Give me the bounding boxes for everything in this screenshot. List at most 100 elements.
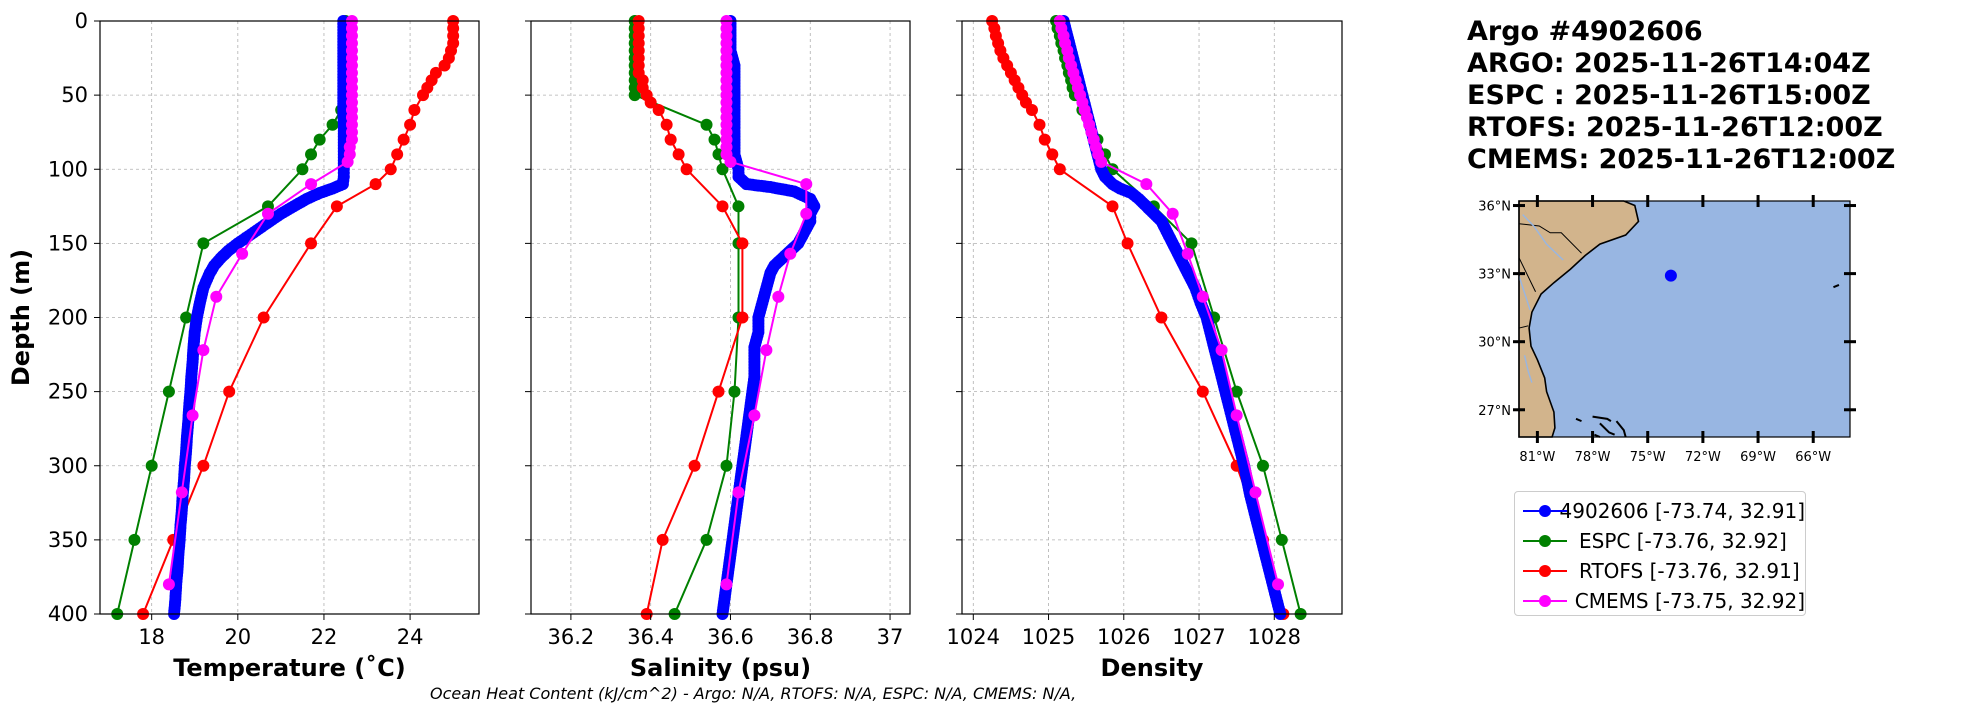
legend-label: RTOFS [-73.76, 32.91] (1579, 559, 1800, 583)
salinity-panel: 36.2 36.4 36.6 36.8 37 Salinity (psu) (525, 15, 911, 682)
data-point-rtofs (736, 311, 749, 324)
data-point-rtofs (1033, 118, 1046, 131)
series-group (111, 15, 460, 620)
argo-time: ARGO: 2025-11-26T14:04Z (1467, 48, 1871, 79)
data-point-cmems (800, 178, 813, 191)
map-river (1518, 275, 1531, 311)
data-point-rtofs (330, 200, 343, 213)
data-point-rtofs (656, 533, 669, 546)
data-point-cmems (236, 247, 249, 260)
map-river (1522, 214, 1564, 261)
data-point-rtofs (257, 311, 270, 324)
x-tick-label: 1027 (1172, 625, 1225, 649)
data-point-espc (628, 89, 641, 102)
data-point-espc (1275, 533, 1288, 546)
data-point-cmems (1249, 486, 1262, 499)
data-point-rtofs (1196, 385, 1209, 398)
data-point-cmems (1215, 344, 1228, 357)
data-point-espc (700, 533, 713, 546)
data-point-rtofs (438, 59, 451, 72)
x-axis-label: Salinity (psu) (630, 654, 811, 682)
x-tick-label: 37 (877, 625, 904, 649)
data-point-rtofs (680, 163, 693, 176)
map-lon-label: 81°W (1519, 450, 1555, 465)
data-point-espc (1185, 237, 1198, 250)
map-island (1615, 420, 1627, 438)
legend-label: CMEMS [-73.75, 32.92] (1574, 589, 1805, 613)
data-point-rtofs (1121, 237, 1134, 250)
map-border (1518, 325, 1529, 329)
data-point-cmems (720, 578, 733, 591)
data-point-cmems (1095, 155, 1108, 168)
data-point-espc (720, 459, 733, 472)
map-lon-label: 66°W (1795, 450, 1831, 465)
x-tick-label: 1028 (1248, 625, 1301, 649)
data-point-espc (716, 163, 729, 176)
data-point-rtofs (1053, 163, 1066, 176)
float-location-marker (1664, 269, 1677, 282)
legend-entry: 4902606 [-73.74, 32.91] (1523, 496, 1805, 526)
data-point-cmems (162, 578, 175, 591)
x-tick-label: 36.2 (548, 625, 595, 649)
data-point-rtofs (644, 96, 657, 109)
data-point-cmems (197, 344, 210, 357)
map-frame (1518, 200, 1851, 438)
data-point-espc (180, 311, 193, 324)
data-point-rtofs (223, 385, 236, 398)
espc-time: ESPC : 2025-11-26T15:00Z (1467, 80, 1871, 111)
legend: 4902606 [-73.74, 32.91] ESPC [-73.76, 32… (1514, 491, 1806, 616)
y-tick-label: 250 (48, 380, 88, 404)
data-point-cmems (772, 290, 785, 303)
rtofs-time: RTOFS: 2025-11-26T12:00Z (1467, 112, 1883, 143)
legend-label: 4902606 [-73.74, 32.91] (1559, 499, 1805, 523)
data-point-cmems (305, 178, 318, 191)
map-lat-label: 27°N (1478, 404, 1511, 419)
x-tick-label: 1026 (1097, 625, 1150, 649)
data-point-rtofs (712, 385, 725, 398)
data-point-espc (708, 133, 721, 146)
x-tick-label: 36.4 (627, 625, 674, 649)
ohc-footer: Ocean Heat Content (kJ/cm^2) - Argo: N/A… (430, 684, 1077, 703)
map-lat-label: 30°N (1478, 336, 1511, 351)
data-point-rtofs (736, 237, 749, 250)
data-point-cmems (1196, 290, 1209, 303)
density-panel: 1024 1025 1026 1027 1028 Density (947, 15, 1343, 682)
x-tick-label: 20 (224, 625, 251, 649)
y-tick-label: 400 (48, 602, 88, 626)
y-tick-label: 200 (48, 306, 88, 330)
data-point-cmems (175, 486, 188, 499)
legend-label: ESPC [-73.76, 32.92] (1579, 529, 1787, 553)
map-island (1599, 422, 1616, 436)
data-point-cmems (1140, 178, 1153, 191)
data-point-cmems (748, 409, 761, 422)
legend-swatch-espc (1523, 534, 1567, 548)
x-tick-label: 22 (311, 625, 338, 649)
map-island-bermuda (1833, 284, 1840, 289)
data-point-rtofs (1046, 148, 1059, 161)
x-axis-label: Density (1101, 654, 1204, 682)
legend-entry: RTOFS [-73.76, 32.91] (1523, 556, 1805, 586)
x-tick-label: 36.8 (787, 625, 834, 649)
y-axis-label: Depth (m) (7, 249, 35, 386)
data-point-espc (197, 237, 210, 250)
series-group (986, 15, 1307, 620)
data-point-espc (732, 200, 745, 213)
x-tick-label: 36.6 (707, 625, 754, 649)
data-point-espc (162, 385, 175, 398)
data-point-rtofs (197, 459, 210, 472)
map-lat-label: 36°N (1478, 200, 1511, 215)
data-point-rtofs (404, 118, 417, 131)
data-point-cmems (800, 207, 813, 220)
data-point-rtofs (688, 459, 701, 472)
data-point-rtofs (391, 148, 404, 161)
legend-swatch-argo (1523, 504, 1567, 518)
legend-swatch-cmems (1523, 594, 1567, 608)
legend-entry: ESPC [-73.76, 32.92] (1523, 526, 1805, 556)
location-map: 36°N 33°N 30°N 27°N 81°W 78°W 75°W 72°W 69°W 66°W (1478, 195, 1856, 465)
data-point-rtofs (664, 133, 677, 146)
data-point-espc (326, 118, 339, 131)
data-point-cmems (1181, 247, 1194, 260)
data-point-rtofs (369, 178, 382, 191)
data-point-espc (1230, 385, 1243, 398)
